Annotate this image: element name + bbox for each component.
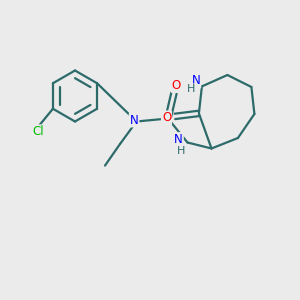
Text: H: H	[187, 84, 196, 94]
Text: N: N	[130, 113, 139, 127]
Text: H: H	[177, 146, 186, 156]
Text: N: N	[174, 133, 183, 146]
Text: Cl: Cl	[32, 125, 44, 138]
Text: O: O	[172, 79, 181, 92]
Text: O: O	[162, 111, 171, 124]
Text: N: N	[191, 74, 200, 88]
